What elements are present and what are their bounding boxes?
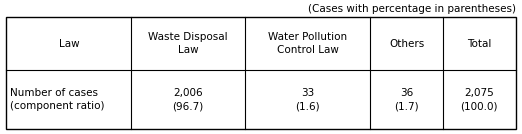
Text: Law: Law	[58, 39, 79, 49]
Text: 2,075
(100.0): 2,075 (100.0)	[460, 88, 498, 111]
Text: Total: Total	[467, 39, 492, 49]
Text: Number of cases
(component ratio): Number of cases (component ratio)	[10, 88, 105, 111]
Text: 2,006
(96.7): 2,006 (96.7)	[173, 88, 204, 111]
Text: 33
(1.6): 33 (1.6)	[295, 88, 320, 111]
Text: 36
(1.7): 36 (1.7)	[394, 88, 419, 111]
Text: (Cases with percentage in parentheses): (Cases with percentage in parentheses)	[308, 4, 516, 14]
Text: Others: Others	[389, 39, 424, 49]
Text: Water Pollution
Control Law: Water Pollution Control Law	[268, 32, 347, 55]
Text: Waste Disposal
Law: Waste Disposal Law	[148, 32, 228, 55]
